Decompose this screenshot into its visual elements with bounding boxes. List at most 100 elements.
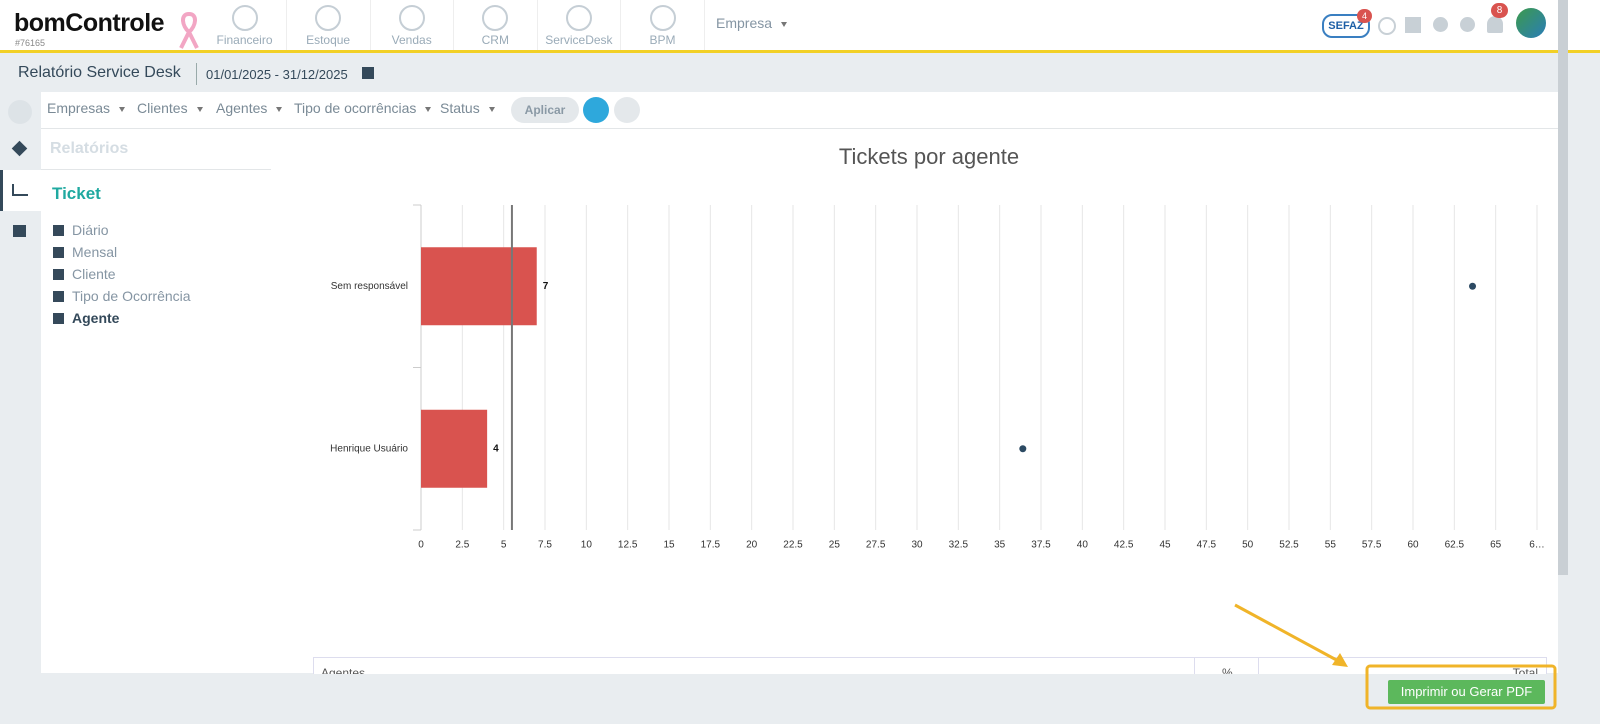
company-label: Empresa <box>716 15 773 31</box>
menu-section[interactable]: Ticket <box>52 184 101 203</box>
column-divider <box>1194 658 1259 674</box>
caret <box>488 106 495 112</box>
menu-icon <box>53 247 64 258</box>
bar <box>421 247 537 326</box>
ribbon <box>179 12 199 49</box>
nav-item[interactable]: BPM <box>621 0 705 50</box>
calendar-tab[interactable] <box>13 225 26 237</box>
data-label: 7 <box>543 281 549 292</box>
nav-label: Estoque <box>306 33 351 47</box>
logo[interactable]: bomControle <box>14 9 165 37</box>
avatar[interactable] <box>1516 8 1546 38</box>
nav-icon <box>315 5 342 31</box>
table-header: % <box>1222 666 1233 674</box>
bell-icon[interactable] <box>1487 16 1503 33</box>
x-tick-label: 30 <box>911 540 923 551</box>
x-tick-label: 2.5 <box>455 540 469 551</box>
filter-label: Empresas <box>47 100 111 116</box>
nav-icon <box>398 5 425 31</box>
nav-icon <box>649 5 676 31</box>
report-menu: Relatórios Ticket Diário Mensal Cliente Tip… <box>41 129 271 673</box>
caret <box>425 106 432 112</box>
filter-label: Agentes <box>216 100 268 116</box>
chart: Tickets por agente 0 2.5 5 7.5 10 12.5 15 17.5 2… <box>330 144 1545 551</box>
nav-icon <box>482 5 509 31</box>
caret <box>276 106 283 112</box>
nav-item[interactable]: Vendas <box>370 0 455 50</box>
menu-item[interactable]: Agente <box>53 310 119 326</box>
nav-label: CRM <box>481 33 509 47</box>
sefaz[interactable]: SEFAZ <box>1322 14 1370 38</box>
table-header: Agentes <box>321 666 366 674</box>
menu-label: Diário <box>72 222 109 238</box>
caret <box>196 106 203 112</box>
x-tick-label: 25 <box>829 540 841 551</box>
x-tick-label: 32.5 <box>949 540 969 551</box>
divider <box>196 63 197 85</box>
x-tick-label: 12.5 <box>618 540 638 551</box>
settings-icon[interactable] <box>1433 17 1448 32</box>
x-tick-label: 57.5 <box>1362 540 1382 551</box>
nav-item[interactable]: Estoque <box>287 0 371 50</box>
menu-icon <box>53 291 64 302</box>
calendar-icon[interactable] <box>1405 17 1421 33</box>
table-header: Total <box>1512 666 1538 674</box>
annotation <box>1234 603 1557 710</box>
scrollbar[interactable] <box>1558 0 1568 575</box>
dot <box>1469 282 1477 290</box>
nav-item[interactable]: ServiceDesk <box>537 0 622 50</box>
x-tick-label: 47.5 <box>1197 540 1217 551</box>
menu-icon <box>53 313 64 324</box>
x-tick-label: 20 <box>746 540 758 551</box>
back-button[interactable] <box>8 100 32 124</box>
menu-label: Cliente <box>72 266 116 282</box>
sefaz-badge: 4 <box>1357 9 1372 23</box>
refresh-button[interactable] <box>583 97 609 123</box>
top-bar: bomControle #76165 Financeiro Estoque Vend… <box>0 0 1600 53</box>
x-tick-label: 5 <box>501 540 507 551</box>
nav-label: Vendas <box>391 33 432 47</box>
menu-label: Mensal <box>72 244 118 260</box>
menu-label: Agente <box>72 310 120 326</box>
filter-dropdown[interactable]: Clientes <box>137 100 203 116</box>
filter-dropdown[interactable]: Empresas <box>47 100 126 116</box>
x-tick-label: 45 <box>1159 540 1171 551</box>
account-id: #76165 <box>15 38 46 48</box>
filter-dropdown[interactable]: Status <box>440 100 495 116</box>
menu-icon <box>53 225 64 236</box>
x-tick-label: 40 <box>1077 540 1089 551</box>
x-tick-label: 52.5 <box>1279 540 1299 551</box>
dot <box>1019 445 1027 453</box>
apply-button[interactable]: Aplicar <box>511 97 579 123</box>
nav-item[interactable]: CRM <box>454 0 538 50</box>
calendar-icon[interactable] <box>362 67 374 79</box>
notifications-badge: 8 <box>1491 3 1508 18</box>
chart-title: Tickets por agente <box>839 144 1019 169</box>
y-tick-label: Sem responsável <box>331 281 408 292</box>
menu-item[interactable]: Mensal <box>53 244 117 260</box>
menu-icon <box>53 269 64 280</box>
filter-label: Status <box>440 100 480 116</box>
nav-label: BPM <box>649 33 676 47</box>
menu-item[interactable]: Diário <box>53 222 109 238</box>
x-tick-label: 17.5 <box>701 540 721 551</box>
clear-button[interactable] <box>614 97 640 123</box>
nav-label: Financeiro <box>216 33 273 47</box>
date-range[interactable]: 01/01/2025 - 31/12/2025 <box>206 67 348 82</box>
whatsapp-icon[interactable] <box>1378 17 1396 35</box>
nav-icon <box>231 5 258 31</box>
menu-item[interactable]: Cliente <box>53 266 116 282</box>
company-menu[interactable]: Empresa <box>716 15 788 31</box>
x-tick-label: 27.5 <box>866 540 886 551</box>
caret <box>119 106 126 112</box>
filter-dropdown[interactable]: Tipo de ocorrências <box>294 100 432 116</box>
help-icon[interactable] <box>1460 17 1475 32</box>
print-button[interactable]: Imprimir ou Gerar PDF <box>1388 680 1545 704</box>
filter-dropdown[interactable]: Agentes <box>216 100 283 116</box>
menu-item[interactable]: Tipo de Ocorrência <box>53 288 191 304</box>
icon-rail <box>0 92 41 673</box>
nav-item[interactable]: Financeiro <box>203 0 287 50</box>
x-tick-label: 0 <box>418 540 424 551</box>
chart-tab[interactable] <box>0 170 41 211</box>
